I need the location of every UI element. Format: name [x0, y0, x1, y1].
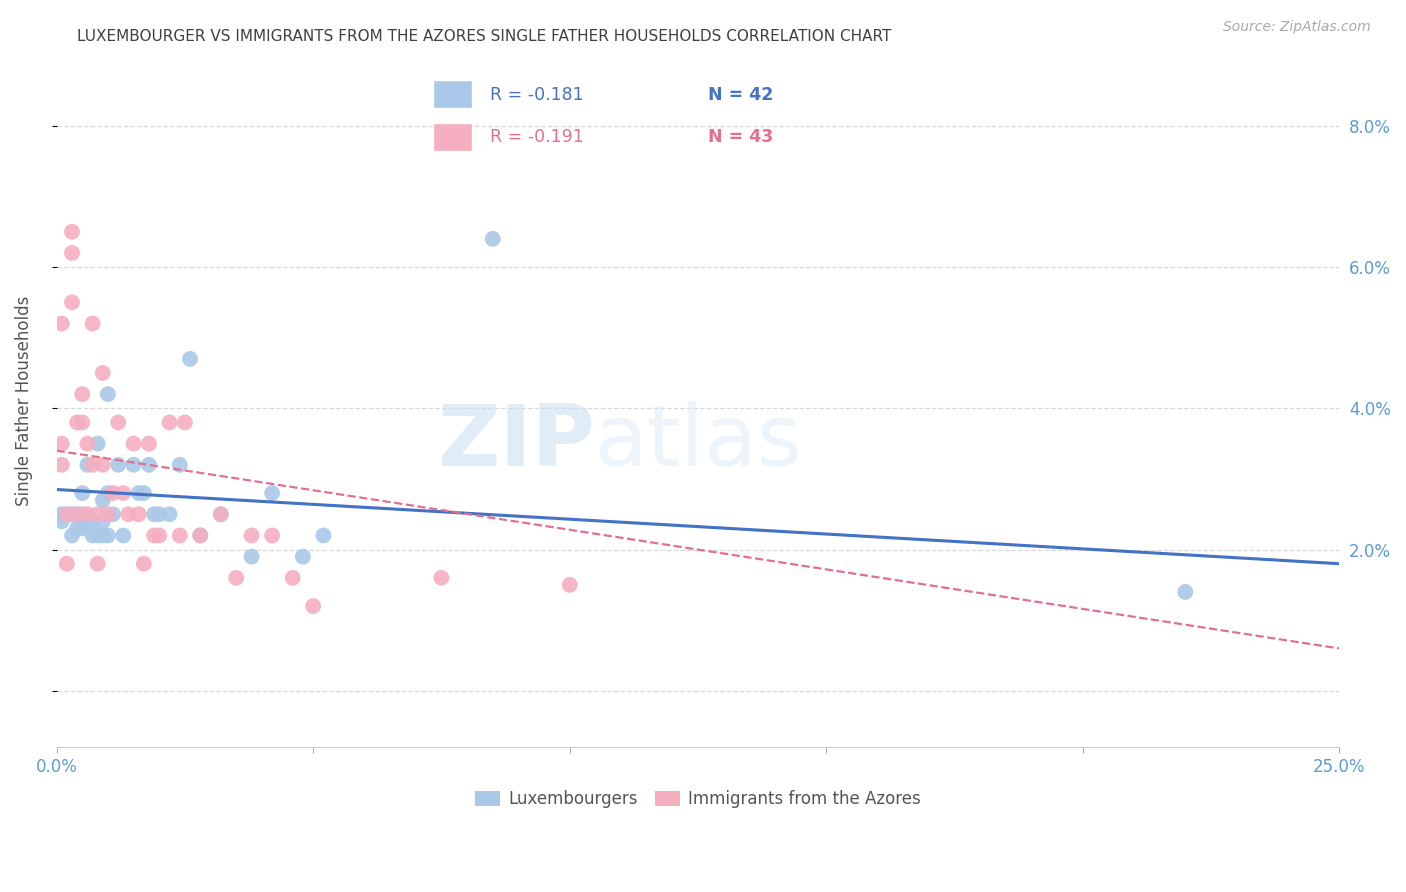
- Point: [51, 508, 73, 522]
- Point: [225, 571, 247, 585]
- Point: [91, 514, 114, 528]
- Point: [91, 493, 114, 508]
- Point: [209, 508, 232, 522]
- Point: [60, 528, 83, 542]
- Point: [188, 528, 211, 542]
- Point: [169, 458, 191, 472]
- Point: [262, 486, 284, 500]
- Point: [76, 436, 98, 450]
- Point: [117, 508, 139, 522]
- Legend: Luxembourgers, Immigrants from the Azores: Luxembourgers, Immigrants from the Azore…: [468, 784, 928, 815]
- Point: [159, 416, 181, 430]
- Point: [51, 436, 73, 450]
- Point: [240, 528, 263, 542]
- Point: [159, 508, 181, 522]
- Point: [72, 486, 94, 500]
- Point: [138, 458, 160, 472]
- Point: [138, 436, 160, 450]
- Point: [143, 508, 166, 522]
- Point: [101, 486, 124, 500]
- Point: [66, 508, 89, 522]
- Point: [72, 508, 94, 522]
- Point: [143, 528, 166, 542]
- Point: [302, 599, 325, 613]
- Point: [1174, 585, 1197, 599]
- Point: [132, 486, 155, 500]
- Point: [56, 508, 79, 522]
- Point: [262, 528, 284, 542]
- Text: LUXEMBOURGER VS IMMIGRANTS FROM THE AZORES SINGLE FATHER HOUSEHOLDS CORRELATION : LUXEMBOURGER VS IMMIGRANTS FROM THE AZOR…: [77, 29, 891, 44]
- Y-axis label: Single Father Households: Single Father Households: [15, 296, 32, 507]
- Point: [91, 366, 114, 380]
- Point: [132, 557, 155, 571]
- Point: [86, 528, 108, 542]
- Point: [188, 528, 211, 542]
- Point: [148, 528, 170, 542]
- Point: [107, 416, 129, 430]
- Point: [97, 508, 120, 522]
- Point: [72, 521, 94, 535]
- Point: [51, 317, 73, 331]
- Point: [51, 458, 73, 472]
- Point: [76, 508, 98, 522]
- Point: [481, 232, 503, 246]
- Point: [56, 557, 79, 571]
- Point: [66, 416, 89, 430]
- Point: [558, 578, 581, 592]
- Text: ZIP: ZIP: [437, 401, 595, 484]
- Point: [112, 528, 135, 542]
- Point: [97, 528, 120, 542]
- Point: [60, 295, 83, 310]
- Point: [60, 508, 83, 522]
- Point: [101, 508, 124, 522]
- Point: [312, 528, 335, 542]
- Point: [72, 416, 94, 430]
- Point: [430, 571, 453, 585]
- Point: [51, 514, 73, 528]
- Point: [76, 514, 98, 528]
- Point: [122, 436, 145, 450]
- Point: [82, 514, 104, 528]
- Point: [76, 458, 98, 472]
- Text: Source: ZipAtlas.com: Source: ZipAtlas.com: [1223, 20, 1371, 34]
- Point: [66, 521, 89, 535]
- Point: [66, 508, 89, 522]
- Point: [82, 528, 104, 542]
- Point: [82, 458, 104, 472]
- Point: [91, 458, 114, 472]
- Point: [91, 528, 114, 542]
- Point: [122, 458, 145, 472]
- Point: [209, 508, 232, 522]
- Point: [56, 508, 79, 522]
- Point: [97, 387, 120, 401]
- Point: [291, 549, 314, 564]
- Point: [86, 508, 108, 522]
- Point: [148, 508, 170, 522]
- Point: [86, 557, 108, 571]
- Text: atlas: atlas: [595, 401, 803, 484]
- Point: [112, 486, 135, 500]
- Point: [169, 528, 191, 542]
- Point: [60, 246, 83, 260]
- Point: [173, 416, 195, 430]
- Point: [281, 571, 304, 585]
- Point: [82, 317, 104, 331]
- Point: [128, 486, 150, 500]
- Point: [128, 508, 150, 522]
- Point: [72, 387, 94, 401]
- Point: [60, 225, 83, 239]
- Point: [107, 458, 129, 472]
- Point: [179, 351, 201, 366]
- Point: [86, 436, 108, 450]
- Point: [97, 486, 120, 500]
- Point: [240, 549, 263, 564]
